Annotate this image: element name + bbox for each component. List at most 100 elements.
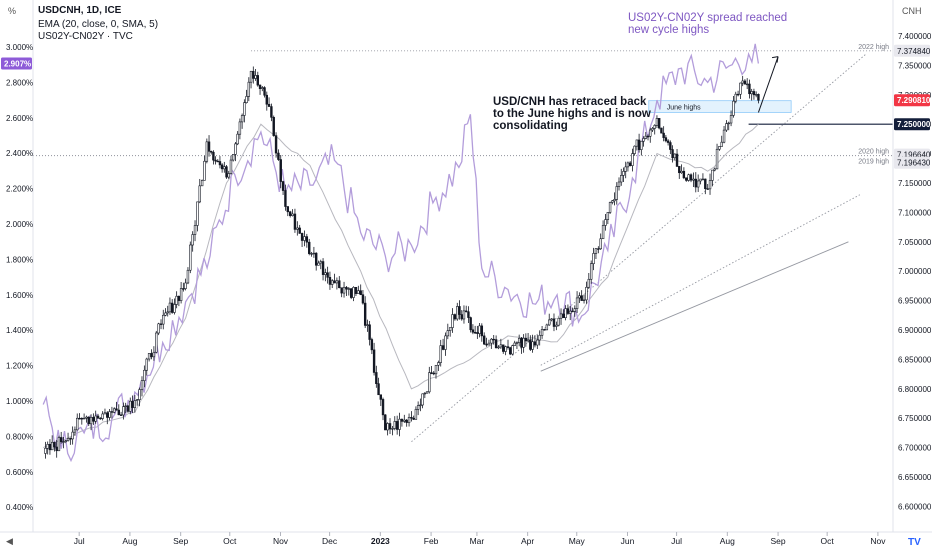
y-left-tick-label: 2.200%	[6, 185, 33, 194]
candle-body	[57, 437, 61, 452]
x-tick-label: May	[569, 536, 586, 546]
candle-body	[669, 142, 672, 150]
candle-body	[573, 308, 576, 312]
candle-body	[186, 269, 190, 284]
candle-body	[520, 338, 523, 348]
x-tick-label: Apr	[521, 536, 534, 546]
y-left-tick-label: 1.600%	[6, 291, 33, 300]
candle-body	[175, 295, 178, 305]
candle-body	[694, 178, 697, 188]
candle-body	[310, 253, 313, 255]
candle-body	[96, 415, 100, 419]
price-badge-label: 7.196430	[897, 159, 931, 168]
candle-body	[254, 75, 257, 79]
y-right-tick-label: 6.600000	[898, 502, 932, 511]
candle-body	[321, 261, 325, 275]
y-left-tick-label: 1.800%	[6, 255, 33, 264]
candle-body	[243, 102, 246, 116]
candle-body	[159, 323, 163, 325]
candle-body	[324, 272, 327, 275]
candle-body	[718, 146, 721, 150]
candle-body	[543, 329, 546, 331]
candle-body	[361, 294, 365, 304]
candle-body	[277, 152, 280, 160]
candle-body	[205, 141, 209, 162]
candle-body	[633, 145, 636, 154]
candle-body	[145, 358, 148, 371]
y-right-tick-label: 7.150000	[898, 179, 932, 188]
x-tick-label: Jul	[74, 536, 85, 546]
y-right-tick-label: 6.900000	[898, 326, 932, 335]
candle-body	[608, 202, 612, 213]
candle-body	[400, 418, 404, 422]
candle-body	[611, 200, 614, 203]
price-badge	[894, 118, 930, 131]
candle-body	[363, 302, 367, 326]
candle-body	[620, 175, 623, 183]
candle-body	[265, 94, 268, 105]
trend-lines	[411, 53, 867, 443]
right-unit-label[interactable]: CNH	[902, 6, 922, 16]
candle-body	[234, 143, 237, 155]
candle-body	[432, 372, 435, 375]
scroll-left-arrow-icon[interactable]: ◀	[6, 536, 13, 546]
candle-body	[227, 173, 230, 178]
candle-body	[386, 423, 389, 431]
y-right-tick-label: 6.700000	[898, 444, 932, 453]
candle-body	[342, 286, 346, 294]
candle-body	[357, 290, 360, 294]
candle-body	[407, 417, 411, 423]
candle-body	[256, 75, 259, 86]
candle-body	[103, 412, 107, 415]
candle-body	[152, 351, 156, 358]
candle-body	[552, 318, 556, 327]
candle-body	[509, 347, 512, 355]
candle-body	[692, 178, 695, 181]
candle-body	[564, 308, 567, 319]
candle-body	[653, 125, 656, 129]
candle-body	[480, 325, 484, 337]
candle-body	[458, 306, 461, 315]
candle-body	[599, 238, 602, 250]
x-tick-label: Jul	[671, 536, 682, 546]
candle-body	[745, 83, 749, 86]
candle-body	[182, 288, 185, 290]
candle-body	[678, 166, 681, 174]
candle-body	[446, 330, 450, 337]
x-tick-label: Jun	[621, 536, 635, 546]
candle-body	[131, 400, 134, 408]
candle-body	[635, 139, 639, 147]
y-right-tick-label: 6.950000	[898, 297, 932, 306]
candle-body	[655, 118, 659, 126]
candle-body	[368, 324, 371, 340]
y-left-tick-label: 0.400%	[6, 503, 33, 512]
candle-body	[414, 409, 418, 420]
candle-body	[562, 313, 565, 319]
candle-body	[229, 159, 233, 174]
candle-body	[326, 272, 329, 278]
candle-body	[497, 346, 500, 349]
candle-body	[395, 421, 399, 430]
candle-body	[434, 364, 438, 375]
candle-body	[624, 166, 627, 172]
candle-body	[44, 447, 47, 454]
candle-body	[594, 248, 598, 254]
candle-body	[538, 334, 541, 341]
candle-body	[375, 372, 378, 384]
candle-body	[687, 174, 690, 181]
candle-body	[170, 302, 174, 313]
candle-body	[460, 314, 463, 320]
candle-body	[303, 236, 306, 241]
x-tick-label: Sep	[771, 536, 786, 546]
x-tick-label: Nov	[870, 536, 886, 546]
candle-body	[274, 135, 278, 154]
candle-body	[680, 170, 683, 174]
candle-body	[613, 199, 616, 202]
candle-body	[469, 317, 472, 331]
candle-body	[108, 411, 111, 418]
candle-body	[261, 87, 264, 89]
candle-body	[218, 161, 222, 166]
price-badge	[894, 94, 930, 107]
candle-body	[511, 345, 514, 355]
